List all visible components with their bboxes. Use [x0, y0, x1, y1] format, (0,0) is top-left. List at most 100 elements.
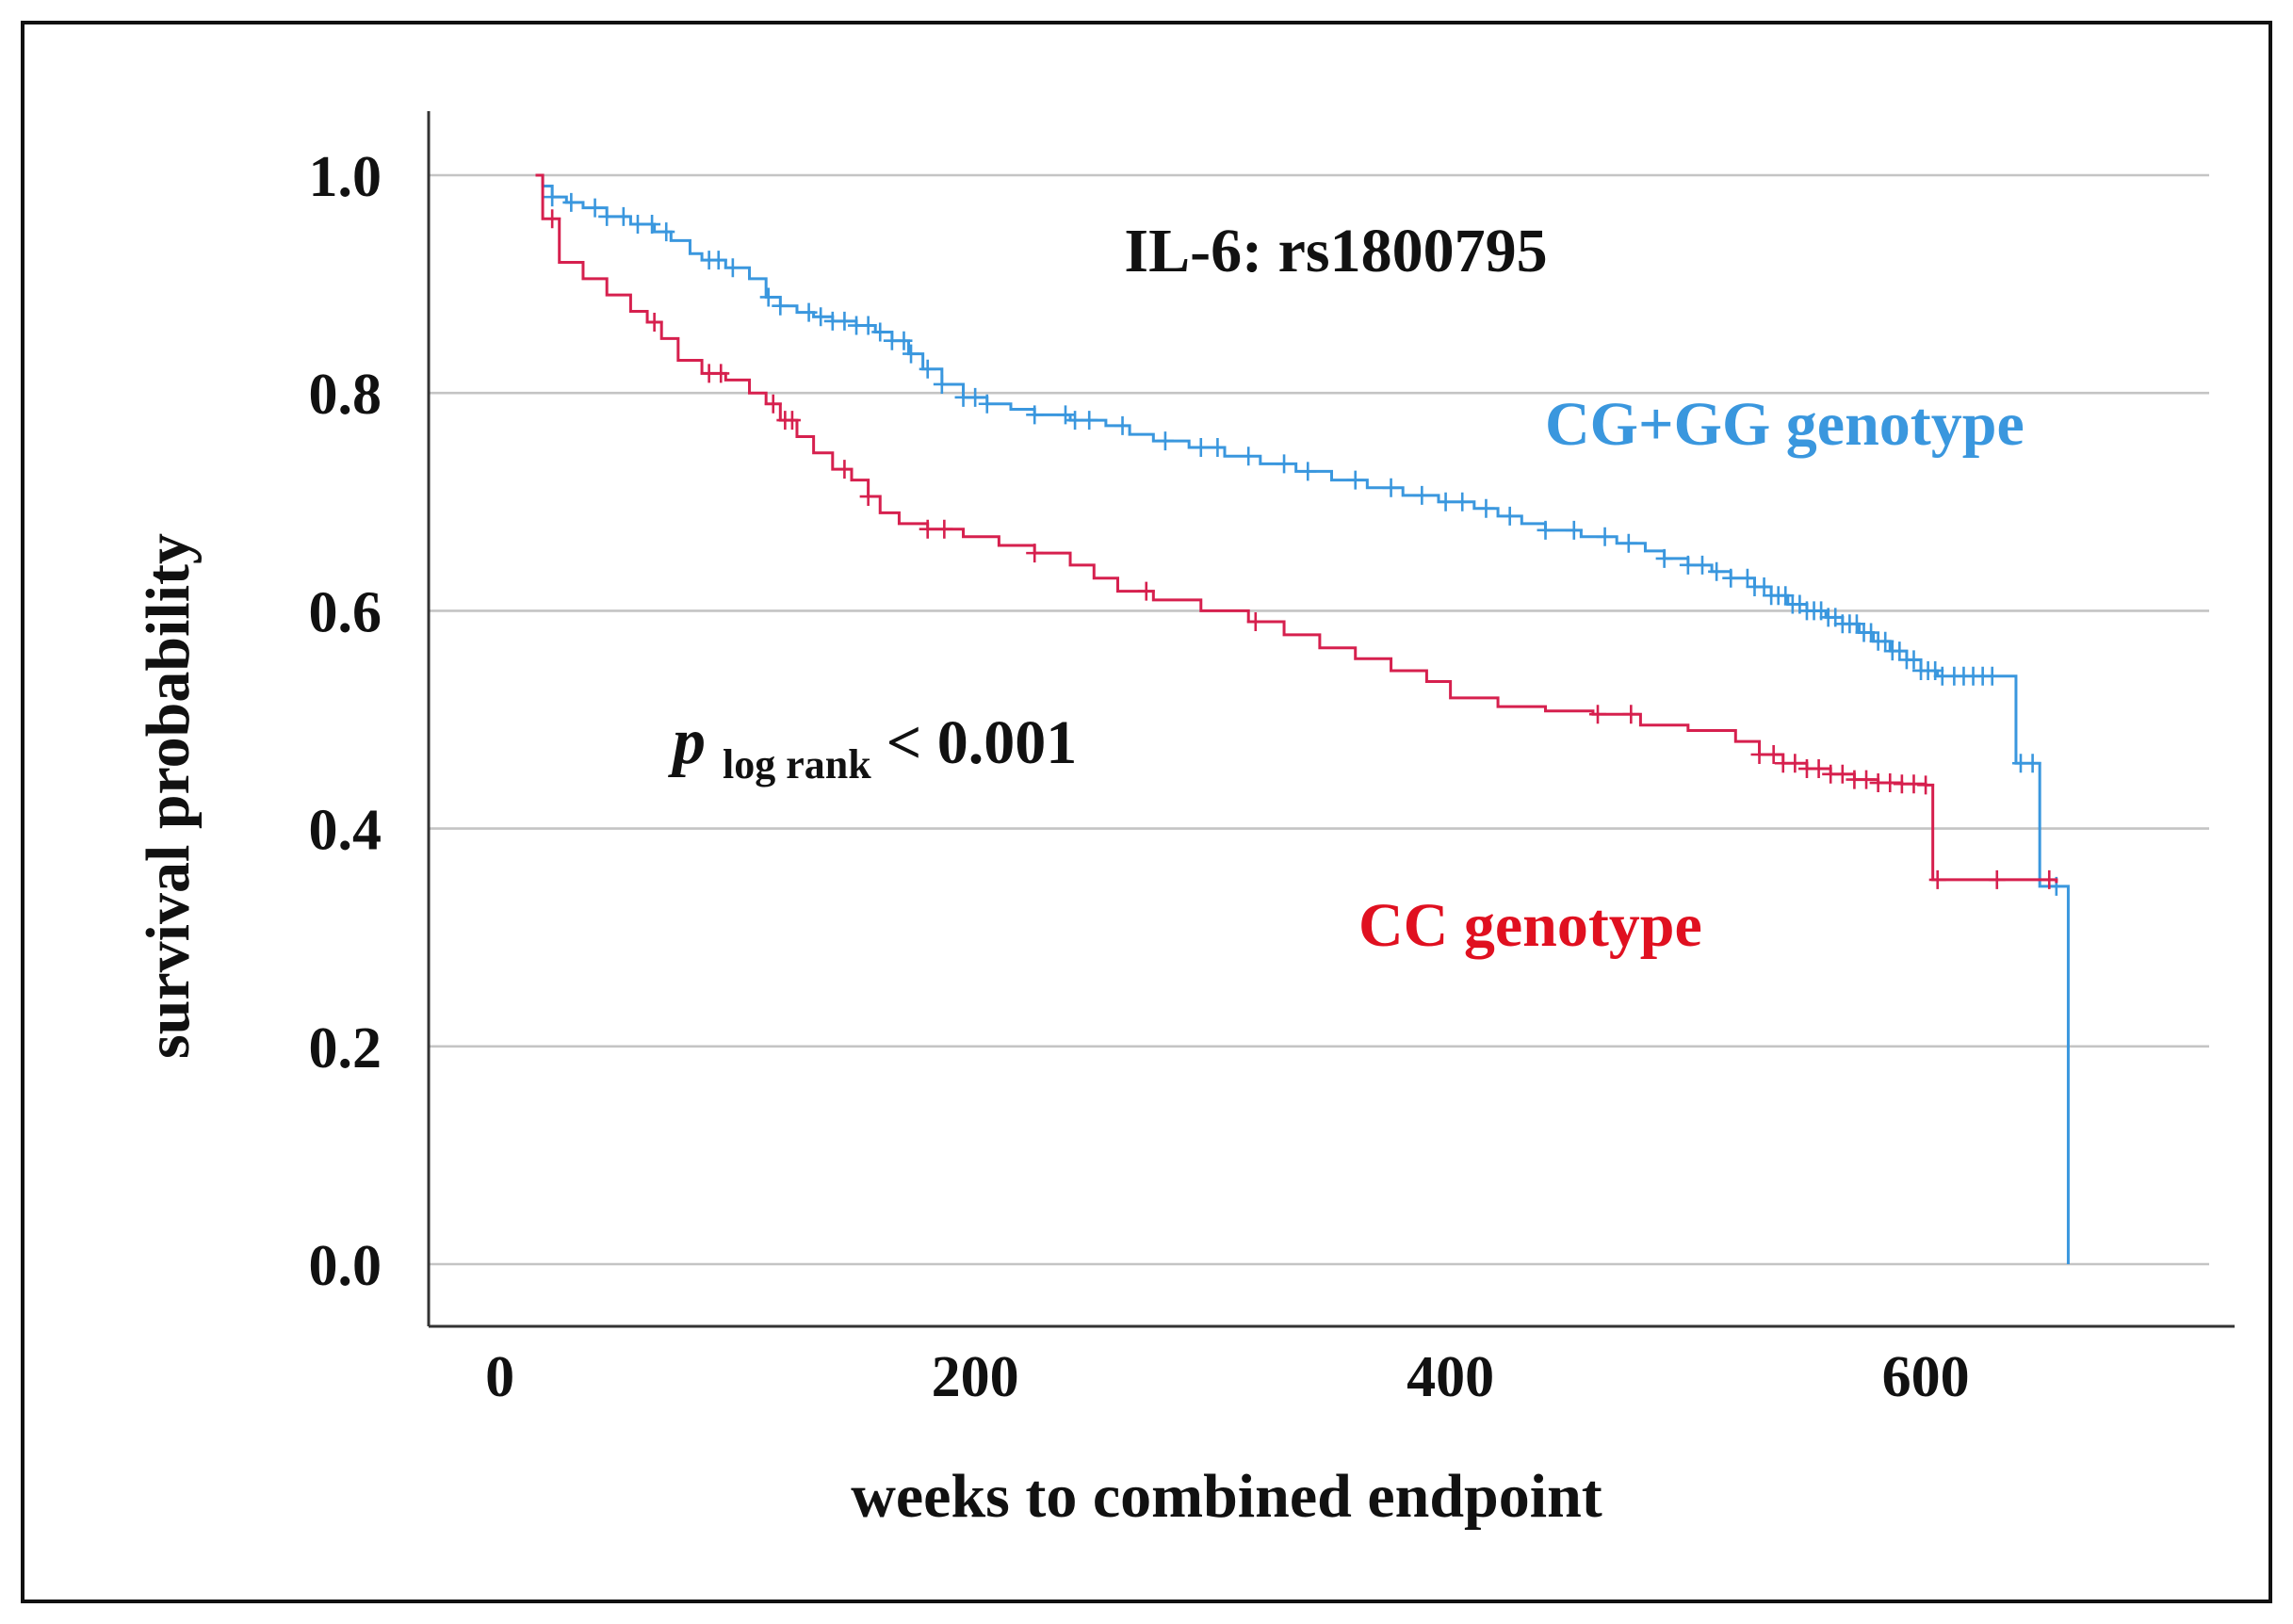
censor-mark-cc-11: [1026, 544, 1044, 563]
censor-mark-cc-33: [2041, 869, 2058, 889]
censor-mark-cg-gg-33: [1156, 431, 1174, 451]
censor-mark-cg-gg-38: [1299, 462, 1317, 481]
censor-mark-cc-21: [1810, 759, 1828, 779]
censor-mark-cg-gg-2: [586, 198, 604, 218]
censor-mark-cc-17: [1764, 744, 1782, 764]
survival-curves: [535, 173, 2070, 1264]
censor-mark-cg-gg-70: [1847, 614, 1865, 634]
censor-mark-cc-14: [1589, 705, 1607, 724]
censor-mark-cg-gg-26: [967, 387, 984, 407]
censor-mark-cg-gg-35: [1209, 438, 1227, 457]
y-tick-label-2: 0.4: [309, 799, 382, 863]
censor-mark-cc-25: [1858, 770, 1876, 789]
p-value-annotation: p log rank < 0.001: [668, 706, 1077, 788]
censor-mark-cc-6: [783, 411, 801, 430]
x-tick-label-2: 400: [1407, 1345, 1494, 1409]
censor-mark-cc-4: [764, 394, 782, 414]
censor-mark-cg-gg-52: [1693, 555, 1711, 575]
censor-mark-cg-gg-76: [1891, 641, 1909, 661]
figure-frame: [21, 21, 2272, 1603]
censor-mark-cg-gg-4: [614, 206, 632, 226]
survival-curve-cg-gg: [535, 173, 2070, 1264]
censor-mark-cc-0: [544, 209, 561, 229]
censor-mark-cg-gg-55: [1738, 568, 1756, 588]
censor-mark-cg-gg-13: [800, 302, 818, 322]
censor-mark-cg-gg-46: [1537, 520, 1554, 540]
censor-mark-cc-15: [1622, 705, 1640, 724]
series-label-cg-gg: CG+GG genotype: [1545, 390, 2025, 459]
censor-mark-cg-gg-60: [1777, 586, 1795, 606]
y-tick-labels: 0.0 0.2 0.4 0.6 0.8 1.0: [309, 145, 382, 1298]
censor-mark-cg-gg-39: [1346, 470, 1364, 490]
censor-mark-cg-gg-10: [724, 258, 741, 278]
censor-mark-cg-gg-16: [836, 311, 854, 331]
censor-mark-cg-gg-29: [1056, 405, 1074, 425]
censor-mark-cg-gg-1: [562, 192, 580, 212]
censor-mark-cc-1: [645, 313, 663, 333]
series-cc-group: [535, 173, 2058, 889]
censor-mark-cg-gg-43: [1454, 492, 1472, 512]
censor-mark-cg-gg-53: [1708, 561, 1726, 581]
censor-mark-cc-13: [1246, 611, 1264, 631]
censor-mark-cc-10: [935, 519, 953, 539]
y-tick-label-4: 0.8: [309, 363, 382, 427]
censor-mark-cg-gg-51: [1679, 555, 1697, 575]
censor-mark-cg-gg-87: [1983, 666, 2001, 686]
censor-mark-cg-gg-37: [1276, 454, 1293, 474]
censor-mark-cg-gg-49: [1619, 533, 1637, 553]
y-tick-label-5: 1.0: [309, 145, 382, 209]
censor-mark-cg-gg-36: [1240, 447, 1258, 466]
x-tick-label-3: 600: [1882, 1345, 1970, 1409]
y-tick-label-3: 0.6: [309, 580, 382, 644]
censor-mark-cg-gg-18: [859, 316, 877, 335]
censor-mark-cg-gg-72: [1862, 623, 1880, 642]
censor-mark-cg-gg-48: [1596, 527, 1614, 546]
censor-mark-cg-gg-31: [1081, 411, 1098, 430]
chart-title: IL-6: rs1800795: [1124, 217, 1547, 285]
p-value-text: < 0.001: [886, 708, 1078, 777]
censor-mark-cg-gg-12: [772, 296, 789, 316]
series-cg-gg-group: [535, 173, 2070, 1264]
censor-mark-cg-gg-44: [1477, 498, 1495, 518]
censor-mark-cg-gg-30: [1066, 411, 1084, 430]
censor-mark-cg-gg-57: [1755, 577, 1773, 596]
censor-mark-cg-gg-24: [933, 374, 951, 394]
censor-mark-cg-gg-22: [903, 344, 920, 364]
censor-mark-cc-8: [859, 487, 877, 507]
censor-mark-cg-gg-40: [1382, 478, 1400, 497]
y-tick-label-0: 0.0: [309, 1234, 382, 1298]
censor-mark-cg-gg-11: [759, 287, 777, 307]
censor-mark-cg-gg-32: [1114, 415, 1131, 435]
censor-mark-cg-gg-6: [643, 215, 661, 235]
censor-mark-cc-3: [712, 364, 730, 383]
y-axis-label: survival probability: [134, 533, 203, 1059]
censor-mark-cg-gg-0: [544, 187, 561, 207]
p-value-symbol: p: [668, 706, 706, 778]
censor-mark-cg-gg-42: [1437, 492, 1455, 512]
censor-mark-cg-gg-50: [1655, 548, 1673, 568]
censor-mark-cc-23: [1833, 764, 1851, 784]
censor-mark-cg-gg-34: [1192, 438, 1210, 457]
series-label-cc: CC genotype: [1358, 891, 1702, 960]
censor-mark-cc-31: [1928, 869, 1946, 889]
censor-mark-cc-19: [1786, 754, 1804, 773]
censor-mark-cc-7: [836, 460, 854, 479]
censor-mark-cg-gg-47: [1565, 520, 1583, 540]
censor-mark-cc-32: [1988, 869, 2006, 889]
x-tick-label-1: 200: [932, 1345, 1019, 1409]
censor-mark-cg-gg-89: [2024, 754, 2041, 773]
y-tick-label-1: 0.2: [309, 1016, 382, 1080]
censor-mark-cg-gg-23: [919, 359, 936, 379]
censor-mark-cg-gg-45: [1501, 506, 1519, 526]
censor-mark-cg-gg-3: [598, 206, 616, 226]
censor-mark-cc-30: [1917, 775, 1935, 795]
censor-mark-cc-9: [919, 519, 936, 539]
censor-mark-cg-gg-5: [628, 215, 646, 235]
censor-mark-cg-gg-19: [871, 322, 889, 342]
gridlines: [429, 173, 2209, 1266]
censor-mark-cg-gg-9: [709, 251, 727, 270]
censor-mark-cc-12: [1137, 581, 1155, 601]
censor-mark-cg-gg-41: [1413, 485, 1431, 505]
p-value-subscript: log rank: [723, 741, 871, 788]
